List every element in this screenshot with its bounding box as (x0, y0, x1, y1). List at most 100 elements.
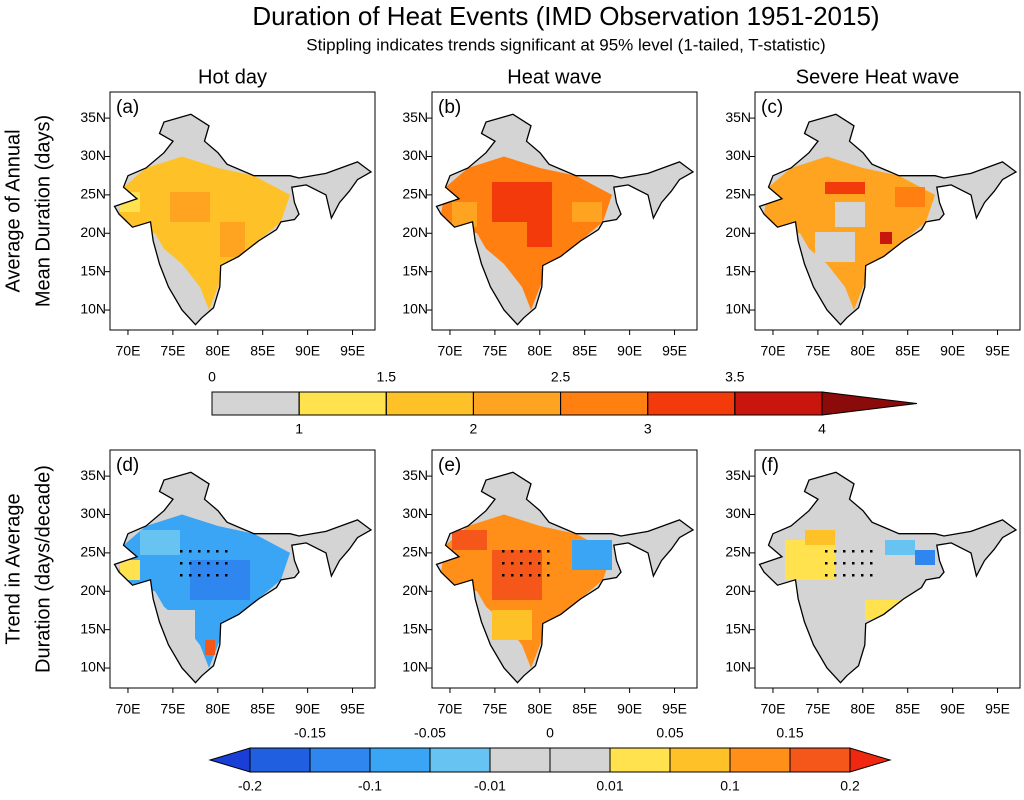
field-patch (785, 540, 835, 580)
stipple (852, 550, 855, 553)
stipple (843, 562, 846, 565)
stipple (216, 550, 219, 553)
stipple (529, 562, 532, 565)
lat-tick-label: 25N (80, 544, 106, 560)
lat-tick-label: 25N (80, 186, 106, 202)
lon-tick-label: 95E (340, 701, 365, 717)
stipple (547, 574, 550, 577)
lat-tick-label: 20N (725, 224, 751, 240)
stipple (529, 574, 532, 577)
lon-tick-label: 85E (572, 701, 597, 717)
stipple (189, 562, 192, 565)
stipple (834, 574, 837, 577)
stipple (198, 574, 201, 577)
lat-tick-label: 15N (80, 262, 106, 278)
field-patch (170, 192, 210, 222)
stipple (547, 562, 550, 565)
lon-tick-label: 90E (940, 343, 965, 359)
colorbar-label: 3 (644, 421, 652, 437)
field-patch (492, 182, 552, 222)
field-patch (220, 222, 245, 257)
lon-tick-label: 85E (572, 343, 597, 359)
lon-tick-label: 70E (116, 343, 141, 359)
lon-tick-label: 80E (205, 701, 230, 717)
lat-tick-label: 20N (402, 582, 428, 598)
lon-tick-label: 80E (205, 343, 230, 359)
stipple (520, 562, 523, 565)
field-patch (895, 187, 925, 207)
colorbar-box (647, 391, 736, 416)
stipple (207, 562, 210, 565)
colorbar-label: -0.01 (474, 778, 506, 794)
stipple (825, 574, 828, 577)
stipple (538, 574, 541, 577)
field-patch (492, 550, 542, 600)
stipple (198, 562, 201, 565)
lat-tick-label: 10N (725, 659, 751, 675)
field-patch (452, 530, 487, 550)
column-title: Heat wave (507, 66, 602, 88)
stipple (511, 574, 514, 577)
lat-tick-label: 20N (80, 582, 106, 598)
row-label: Mean Duration (days) (32, 115, 54, 307)
stipple (511, 550, 514, 553)
field (441, 514, 612, 668)
map-panel: (b) 70E 75E 80E 85E 90E 95E 35N 30N 25N 20N 15N 10N (402, 91, 698, 359)
row-label: Trend in Average (2, 493, 24, 644)
column-title: Hot day (198, 66, 267, 88)
stipple (870, 562, 873, 565)
lat-tick-label: 15N (402, 620, 428, 636)
lat-tick-label: 30N (80, 147, 106, 163)
stipple (216, 574, 219, 577)
lat-tick-label: 30N (80, 505, 106, 521)
field-patch (120, 560, 140, 580)
lon-tick-label: 80E (527, 343, 552, 359)
stipple (834, 550, 837, 553)
lat-tick-label: 30N (725, 147, 751, 163)
stipple (852, 574, 855, 577)
lon-tick-label: 75E (805, 701, 830, 717)
colorbar-label: 0 (208, 369, 216, 385)
lon-tick-label: 95E (340, 343, 365, 359)
lat-tick-label: 10N (80, 301, 106, 317)
stipple (825, 562, 828, 565)
colorbar-box (789, 747, 851, 773)
colorbar-label: 0 (546, 725, 554, 741)
colorbar-extend-high (849, 747, 892, 773)
colorbar-extend-low (208, 747, 251, 773)
lon-tick-label: 85E (895, 701, 920, 717)
lon-tick-label: 70E (761, 701, 786, 717)
lon-tick-label: 70E (116, 701, 141, 717)
stipple (502, 574, 505, 577)
field-region (119, 156, 290, 310)
stipple (861, 550, 864, 553)
stipple (207, 550, 210, 553)
field-patch (885, 540, 915, 555)
colorbar: -0.2 -0.15 -0.1 -0.05 -0.01 0 0.01 0.05 0.1 0.15 0… (208, 725, 892, 794)
lon-tick-label: 85E (895, 343, 920, 359)
field (119, 156, 290, 310)
colorbar-label: 1 (295, 421, 303, 437)
field-patch (527, 222, 552, 247)
field-patch (492, 610, 532, 640)
lon-tick-label: 95E (662, 701, 687, 717)
field (764, 156, 935, 310)
lon-tick-label: 70E (438, 701, 463, 717)
subtitle: Stippling indicates trends significant a… (306, 35, 825, 54)
lat-tick-label: 35N (80, 109, 106, 125)
stipple (538, 562, 541, 565)
lon-tick-label: 95E (985, 343, 1010, 359)
lat-tick-label: 15N (80, 620, 106, 636)
stipple (180, 562, 183, 565)
lon-tick-label: 95E (985, 701, 1010, 717)
stipple (189, 574, 192, 577)
lat-tick-label: 30N (402, 505, 428, 521)
lon-tick-label: 75E (482, 701, 507, 717)
colorbar-label: 0.01 (596, 778, 623, 794)
stipple (511, 562, 514, 565)
field-patch (880, 232, 892, 244)
field-patch (572, 202, 602, 222)
stipple (547, 550, 550, 553)
stipple (861, 574, 864, 577)
